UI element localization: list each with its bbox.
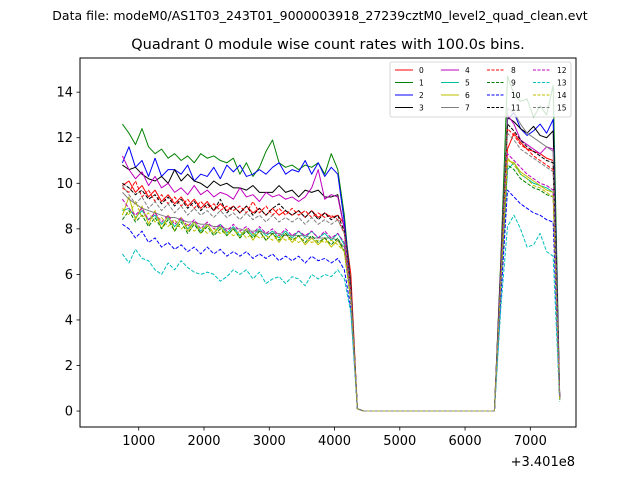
legend-label-3: 3 [419,104,424,113]
x-tick-label: 1000 [122,434,155,449]
legend-label-1: 1 [419,79,424,88]
y-tick-label: 6 [65,268,73,283]
x-tick-label: 5000 [383,434,416,449]
x-offset-label: +3.401e8 [511,455,575,470]
legend-label-12: 12 [557,66,567,75]
axis-layer: 1000 2000 3000 4000 5000 6000 7000 0 2 4 6 8 10 12 14 [56,86,546,449]
series-line-8 [122,128,561,412]
y-tick-label: 10 [56,177,73,192]
x-tick-label: 3000 [253,434,286,449]
legend-label-8: 8 [511,66,516,75]
x-tick-label: 7000 [514,434,547,449]
legend-label-9: 9 [511,79,516,88]
data-file-label: Data file: modeM0/AS1T03_243T01_90000039… [52,8,587,23]
x-tick-label: 4000 [318,434,351,449]
legend-label-7: 7 [465,104,470,113]
y-tick-label: 0 [65,405,73,420]
legend-label-5: 5 [465,79,470,88]
chart-title: Quadrant 0 module wise count rates with … [131,37,525,53]
legend-label-11: 11 [511,104,521,113]
legend-label-0: 0 [419,66,424,75]
legend-label-4: 4 [465,66,470,75]
y-tick-label: 8 [65,222,73,237]
y-tick-label: 2 [65,359,73,374]
legend-label-13: 13 [557,79,567,88]
legend-box [389,61,572,118]
x-tick-label: 6000 [449,434,482,449]
series-line-14 [122,157,561,412]
series-line-15 [122,132,561,412]
x-tick-label: 2000 [187,434,220,449]
y-tick-label: 4 [65,313,73,328]
legend-label-14: 14 [557,91,567,100]
y-tick-label: 14 [56,86,73,101]
plot-frame [79,57,577,428]
legend-label-10: 10 [511,91,521,100]
legend-label-2: 2 [419,91,424,100]
legend-label-6: 6 [465,91,470,100]
series-line-9 [122,164,561,412]
legend-label-15: 15 [557,104,567,113]
series-layer [121,75,561,412]
y-tick-label: 12 [56,131,73,146]
